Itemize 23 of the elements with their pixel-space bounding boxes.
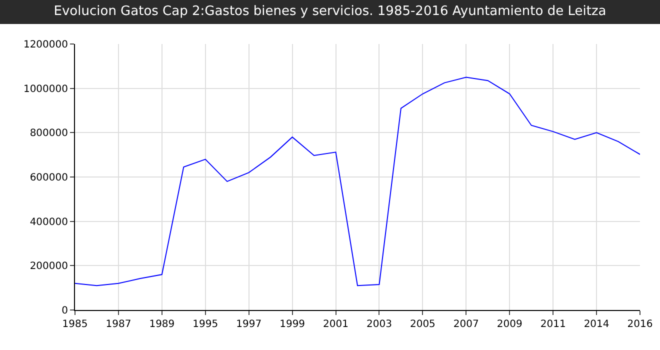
line-series: [75, 76, 640, 286]
x-tick-label: 1999: [280, 319, 306, 330]
x-tick-label: 2009: [496, 319, 522, 330]
y-tick-label: 800000: [30, 128, 68, 140]
y-tick-label: 0: [62, 306, 68, 316]
x-tick-label: 2014: [584, 319, 610, 330]
x-tick-label: 2016: [627, 319, 653, 330]
x-tick-label: 1987: [106, 319, 132, 330]
chart-title: Evolucion Gatos Cap 2:Gastos bienes y servicios. 1985-2016 Ayuntamiento de Leitza: [0, 0, 660, 24]
x-tick-label: 1995: [192, 319, 218, 330]
x-tick-label: 1997: [236, 319, 262, 330]
x-tick-label: 2005: [410, 319, 436, 330]
x-tick-label: 2001: [323, 319, 348, 330]
y-tick-label: 600000: [30, 172, 68, 184]
x-tick-label: 1989: [149, 319, 175, 330]
x-tick-label: 2011: [540, 319, 566, 330]
y-tick-label: 1000000: [23, 84, 68, 95]
x-tick-label: 2007: [453, 319, 479, 330]
y-tick-label: 200000: [30, 261, 68, 272]
y-tick-label: 400000: [30, 216, 68, 228]
y-tick-label: 1200000: [23, 40, 68, 50]
x-tick-label: 2003: [366, 319, 392, 330]
x-tick-label: 1985: [62, 319, 88, 330]
